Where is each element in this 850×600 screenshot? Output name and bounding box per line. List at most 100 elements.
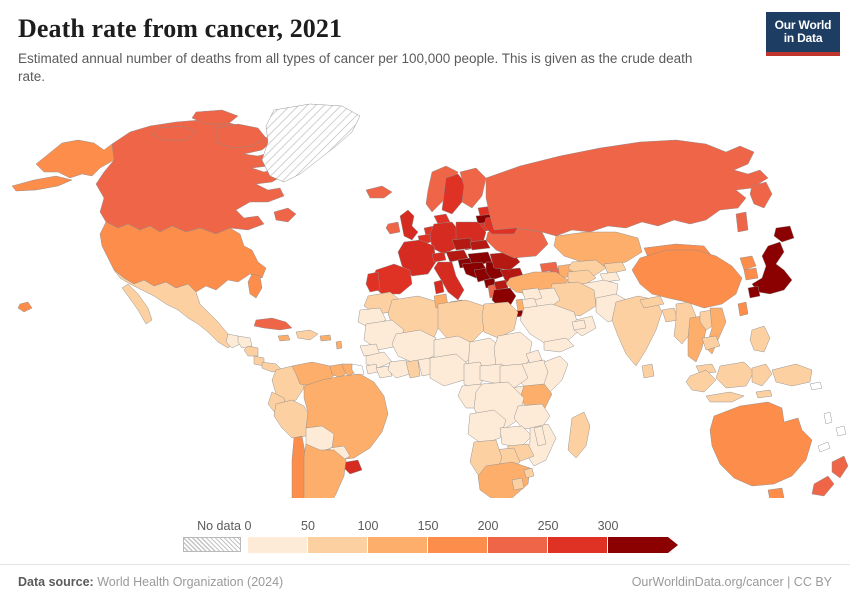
country-south-korea[interactable] (743, 267, 759, 281)
country-hawaii[interactable] (17, 301, 33, 313)
country-eswatini[interactable] (523, 467, 535, 479)
country-ghana[interactable] (405, 359, 421, 379)
country-japan-hokkaido[interactable] (773, 225, 795, 243)
country-sardinia[interactable] (433, 279, 445, 295)
country-madagascar[interactable] (567, 411, 591, 459)
country-papua-new-guinea[interactable] (771, 363, 813, 387)
country-newfoundland[interactable] (273, 207, 297, 223)
country-indonesia-java[interactable] (705, 391, 745, 403)
country-italy[interactable] (433, 261, 465, 301)
country-finland[interactable] (459, 167, 487, 209)
country-united-states[interactable] (99, 221, 267, 293)
owid-logo[interactable]: Our World in Data (766, 12, 840, 56)
country-yemen[interactable] (543, 337, 575, 353)
country-tasmania[interactable] (767, 487, 785, 498)
country-argentina[interactable] (298, 443, 347, 498)
country-puerto-rico[interactable] (319, 334, 332, 342)
country-portugal[interactable] (365, 271, 381, 293)
country-china[interactable] (631, 249, 743, 309)
country-jamaica[interactable] (277, 334, 291, 342)
country-lesotho[interactable] (511, 477, 525, 491)
country-liberia[interactable] (375, 365, 393, 379)
world-choropleth-map[interactable] (0, 98, 850, 498)
country-philippines[interactable] (749, 325, 771, 353)
country-ireland[interactable] (385, 221, 401, 235)
country-baja-california[interactable] (121, 283, 153, 325)
country-solomon-islands[interactable] (809, 381, 823, 391)
country-myanmar[interactable] (673, 301, 697, 345)
country-united-kingdom[interactable] (399, 209, 419, 241)
country-north-korea[interactable] (739, 255, 757, 271)
country-taiwan[interactable] (737, 301, 749, 317)
country-new-zealand-south[interactable] (811, 475, 835, 497)
country-egypt[interactable] (481, 301, 519, 339)
country-nepal[interactable] (639, 295, 665, 309)
country-malaysia[interactable] (695, 363, 717, 375)
country-new-caledonia[interactable] (817, 441, 831, 453)
country-north-macedonia[interactable] (493, 279, 509, 291)
country-fiji[interactable] (835, 425, 847, 437)
legend-bin-3[interactable] (428, 537, 488, 553)
legend-bin-2[interactable] (368, 537, 428, 553)
country-kazakhstan[interactable] (553, 231, 643, 267)
country-aleutians[interactable] (11, 175, 73, 192)
country-india[interactable] (611, 295, 663, 367)
legend-bin-5[interactable] (548, 537, 608, 553)
legend-bin-6[interactable] (608, 537, 668, 553)
country-victoria-island[interactable] (151, 125, 197, 141)
country-russia[interactable] (485, 139, 769, 237)
country-angola[interactable] (467, 409, 507, 445)
country-new-zealand-north[interactable] (831, 455, 849, 479)
country-indonesia-sulawesi[interactable] (751, 363, 773, 387)
legend-no-data-group[interactable]: No data (183, 519, 255, 552)
country-florida[interactable] (247, 273, 263, 299)
legend-color-scale[interactable]: 0 50 100 150 200 250 300 (245, 519, 678, 553)
country-uruguay[interactable] (343, 459, 363, 475)
country-ellesmere[interactable] (191, 109, 239, 125)
country-hispaniola[interactable] (295, 329, 319, 341)
country-iceland[interactable] (365, 185, 393, 199)
country-france[interactable] (397, 239, 437, 277)
country-nicaragua[interactable] (243, 345, 259, 357)
country-timor[interactable] (755, 389, 773, 399)
country-cambodia[interactable] (701, 335, 721, 351)
legend-bin-1[interactable] (308, 537, 368, 553)
legend-bin-0[interactable] (248, 537, 308, 553)
country-turkmenistan[interactable] (567, 269, 597, 287)
country-indonesia-sumatra[interactable] (685, 369, 717, 393)
country-japan-kyushu[interactable] (747, 285, 761, 299)
country-bangladesh[interactable] (661, 307, 679, 323)
country-syria[interactable] (521, 287, 543, 303)
country-malawi[interactable] (533, 425, 547, 447)
country-sakhalin[interactable] (735, 211, 749, 233)
country-baffin-island[interactable] (215, 123, 267, 149)
country-tajikistan[interactable] (599, 271, 621, 283)
country-ivory-coast[interactable] (387, 359, 411, 379)
country-indonesia-borneo[interactable] (715, 361, 755, 389)
country-guatemala[interactable] (225, 333, 241, 349)
country-sri-lanka[interactable] (641, 363, 655, 379)
country-austria[interactable] (445, 249, 469, 263)
country-germany[interactable] (429, 221, 461, 255)
legend-color-bar[interactable] (248, 537, 668, 553)
country-cuba[interactable] (253, 317, 293, 331)
country-kyrgyzstan[interactable] (603, 261, 627, 275)
country-uae[interactable] (571, 319, 587, 331)
country-vanuatu[interactable] (823, 411, 833, 425)
country-lesser-antilles[interactable] (335, 340, 343, 350)
attribution-link[interactable]: OurWorldinData.org/cancer | CC BY (631, 575, 832, 589)
country-slovakia[interactable] (469, 239, 491, 251)
country-guinea[interactable] (365, 351, 393, 369)
legend-no-data-swatch[interactable] (183, 537, 241, 552)
country-greenland[interactable] (261, 103, 361, 183)
country-switzerland[interactable] (431, 251, 447, 263)
legend-bin-4[interactable] (488, 537, 548, 553)
country-eritrea[interactable] (525, 349, 543, 365)
country-australia[interactable] (709, 401, 813, 487)
country-zambia[interactable] (499, 425, 533, 449)
country-sweden[interactable] (441, 173, 467, 215)
country-kamchatka[interactable] (749, 181, 773, 209)
country-japan[interactable] (751, 241, 793, 295)
country-libya[interactable] (437, 299, 487, 343)
country-somalia[interactable] (543, 355, 569, 393)
